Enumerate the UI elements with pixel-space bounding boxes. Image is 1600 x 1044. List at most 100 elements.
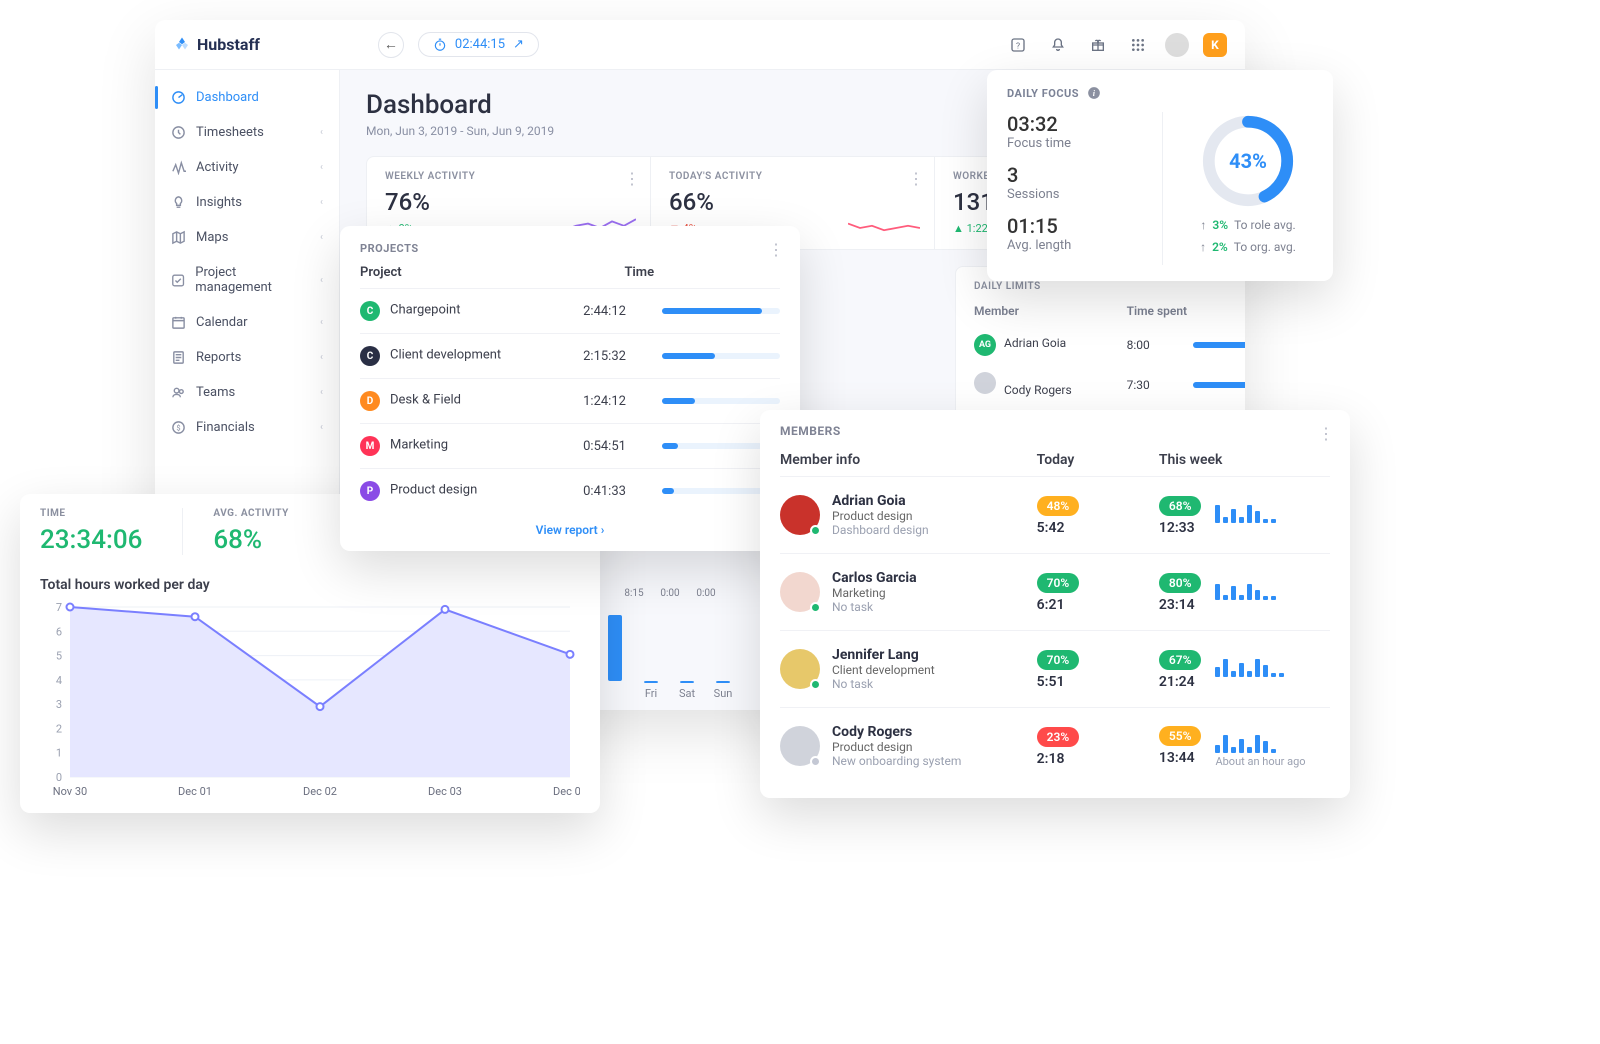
daily-focus-title: DAILY FOCUS xyxy=(1007,87,1079,100)
chevron-left-icon: ‹ xyxy=(320,232,323,243)
svg-text:i: i xyxy=(1093,89,1096,98)
member-row[interactable]: Cody Rogers Product design New onboardin… xyxy=(780,707,1330,784)
more-menu-icon[interactable]: ⋮ xyxy=(624,169,640,188)
sidebar-item-timesheets[interactable]: Timesheets‹ xyxy=(155,115,339,150)
member-name: Cody Rogers xyxy=(1004,383,1072,397)
focus-cmp-role: ↑ 3% To role avg. xyxy=(1200,218,1295,232)
money-icon: $ xyxy=(171,420,186,435)
project-time: 1:24:12 xyxy=(583,394,662,409)
stat-label: TODAY'S ACTIVITY xyxy=(669,171,916,182)
members-col-week: This week xyxy=(1159,452,1330,468)
help-icon[interactable]: ? xyxy=(1005,32,1031,58)
projects-col-time: Time xyxy=(624,265,780,280)
svg-text:Sun: Sun xyxy=(714,687,733,700)
svg-text:Sat: Sat xyxy=(679,687,696,700)
today-time: 6:21 xyxy=(1037,597,1159,613)
project-row[interactable]: PProduct design 0:41:33 xyxy=(360,468,780,513)
week-activity-pill: 67% xyxy=(1159,650,1202,670)
more-menu-icon[interactable]: ⋮ xyxy=(1318,424,1334,443)
info-icon[interactable]: i xyxy=(1087,86,1101,100)
project-row[interactable]: CClient development 2:15:32 xyxy=(360,333,780,378)
project-bar xyxy=(662,398,780,404)
focus-time-value: 03:32 xyxy=(1007,112,1146,136)
project-row[interactable]: CChargepoint 2:44:12 xyxy=(360,288,780,333)
focus-time-label: Focus time xyxy=(1007,136,1146,151)
week-activity-pill: 80% xyxy=(1159,573,1202,593)
svg-text:0: 0 xyxy=(56,771,62,784)
more-menu-icon[interactable]: ⋮ xyxy=(908,169,924,188)
chevron-left-icon: ‹ xyxy=(320,197,323,208)
member-avatar: AG xyxy=(974,334,996,356)
today-activity-pill: 70% xyxy=(1037,573,1080,593)
mini-bars: 8:150:000:00FriSatSun xyxy=(600,586,740,706)
project-row[interactable]: MMarketing 0:54:51 xyxy=(360,423,780,468)
svg-text:8:15: 8:15 xyxy=(624,588,644,599)
member-row[interactable]: Carlos Garcia Marketing No task 70% 6:21… xyxy=(780,553,1330,630)
svg-text:Dec 01: Dec 01 xyxy=(178,785,212,798)
member-avatar xyxy=(780,726,820,766)
user-avatar[interactable] xyxy=(1165,33,1189,57)
sidebar-item-project-management[interactable]: Project management‹ xyxy=(155,255,339,305)
project-row[interactable]: DDesk & Field 1:24:12 xyxy=(360,378,780,423)
chevron-left-icon: ‹ xyxy=(320,127,323,138)
project-badge: M xyxy=(360,436,380,456)
clock-icon xyxy=(171,125,186,140)
sidebar-item-dashboard[interactable]: Dashboard xyxy=(155,80,339,115)
sidebar-item-insights[interactable]: Insights ‹ xyxy=(155,185,339,220)
back-button[interactable]: ← xyxy=(378,32,404,58)
project-bar xyxy=(662,308,780,314)
project-time: 2:44:12 xyxy=(583,304,662,319)
svg-text:Nov 30: Nov 30 xyxy=(53,785,87,798)
svg-text:2: 2 xyxy=(56,722,62,735)
members-title: MEMBERS xyxy=(780,424,1330,438)
week-activity-pill: 68% xyxy=(1159,496,1202,516)
member-task: No task xyxy=(832,677,935,691)
hours-time-label: TIME xyxy=(40,508,142,519)
svg-text:Fri: Fri xyxy=(645,687,657,700)
more-menu-icon[interactable]: ⋮ xyxy=(768,240,784,259)
brand-logo[interactable]: Hubstaff xyxy=(173,35,260,54)
bell-icon[interactable] xyxy=(1045,32,1071,58)
limit-bar xyxy=(1193,342,1245,348)
svg-text:4: 4 xyxy=(56,674,62,687)
sidebar-item-calendar[interactable]: Calendar‹ xyxy=(155,305,339,340)
limit-bar xyxy=(1193,382,1245,388)
limits-col-member: Member xyxy=(974,304,1127,318)
member-avatar xyxy=(780,572,820,612)
project-time: 2:15:32 xyxy=(583,349,662,364)
sidebar-item-label: Calendar xyxy=(196,315,248,330)
map-icon xyxy=(171,230,186,245)
view-report-link[interactable]: View report › xyxy=(360,513,780,541)
svg-text:3: 3 xyxy=(56,698,62,711)
focus-sessions-label: Sessions xyxy=(1007,187,1146,202)
timer-pill[interactable]: 02:44:15 ↗ xyxy=(418,32,539,57)
focus-sessions-value: 3 xyxy=(1007,163,1146,187)
member-row[interactable]: Jennifer Lang Client development No task… xyxy=(780,630,1330,707)
week-sparkbars xyxy=(1215,729,1305,753)
sidebar-item-label: Maps xyxy=(196,230,228,245)
hours-line-chart: 01234567Nov 30Dec 01Dec 02Dec 03Dec 04 xyxy=(40,601,580,801)
focus-avg-value: 01:15 xyxy=(1007,214,1146,238)
member-name: Adrian Goia xyxy=(1004,336,1066,350)
sidebar-item-financials[interactable]: $Financials‹ xyxy=(155,410,339,445)
member-note: About an hour ago xyxy=(1215,755,1305,768)
project-time: 0:41:33 xyxy=(583,484,662,499)
calendar-icon xyxy=(171,315,186,330)
org-badge[interactable]: K xyxy=(1203,33,1227,57)
sidebar-item-reports[interactable]: Reports‹ xyxy=(155,340,339,375)
gift-icon[interactable] xyxy=(1085,32,1111,58)
sidebar-item-label: Project management xyxy=(195,265,310,295)
apps-icon[interactable] xyxy=(1125,32,1151,58)
members-card: ⋮ MEMBERS Member info Today This week Ad… xyxy=(760,410,1350,798)
sidebar-item-activity[interactable]: Activity‹ xyxy=(155,150,339,185)
project-name: Marketing xyxy=(390,438,448,453)
member-row[interactable]: Adrian Goia Product design Dashboard des… xyxy=(780,476,1330,553)
week-sparkbars xyxy=(1215,576,1276,600)
member-task: No task xyxy=(832,600,917,614)
sidebar-item-maps[interactable]: Maps ‹ xyxy=(155,220,339,255)
sidebar-item-label: Insights xyxy=(196,195,242,210)
sidebar-item-teams[interactable]: Teams‹ xyxy=(155,375,339,410)
sidebar-item-label: Dashboard xyxy=(196,90,259,105)
daily-focus-card: DAILY FOCUS i 03:32Focus time 3Sessions … xyxy=(987,70,1333,281)
projects-title: PROJECTS xyxy=(360,242,780,255)
